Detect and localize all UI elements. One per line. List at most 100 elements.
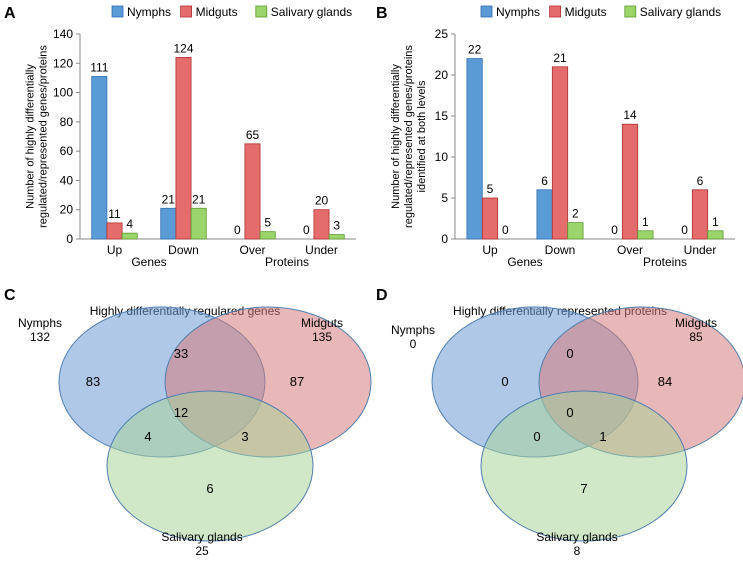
y-axis-label: Number of highly differentially — [25, 64, 37, 209]
category-label: Over — [617, 243, 643, 257]
venn-set-name: Midguts — [675, 316, 717, 330]
y-axis-label: Number of highly differentially — [390, 64, 402, 209]
bar-salivary-glands-up — [121, 232, 138, 240]
value-label: 0 — [234, 223, 241, 237]
venn-circle-salivary — [480, 390, 688, 542]
value-label: 22 — [468, 43, 482, 57]
y-tick-label: 0 — [441, 232, 448, 246]
venn-set-name: Salivary glands — [536, 530, 617, 544]
venn-region-all-three: 12 — [174, 405, 188, 420]
value-label: 111 — [90, 60, 109, 74]
value-label: 11 — [108, 207, 121, 221]
legend-label: Salivary glands — [271, 5, 352, 19]
legend-swatch — [255, 5, 268, 18]
category-label: Up — [482, 243, 498, 257]
y-tick-label: 80 — [60, 115, 74, 129]
value-label: 3 — [333, 219, 340, 233]
category-label: Down — [168, 243, 199, 257]
value-label: 6 — [697, 174, 704, 188]
category-label: Down — [545, 243, 576, 257]
venn-set-name: Nymphs — [391, 323, 435, 337]
venn-region-all-three: 0 — [566, 405, 573, 420]
venn-region-nymphs-midguts: 33 — [174, 346, 188, 361]
venn-region-nymphs-salivary: 4 — [144, 429, 151, 444]
venn-set-total: 25 — [195, 544, 209, 558]
bar-nymphs-up — [91, 76, 108, 240]
bar-salivary-glands-under — [328, 234, 345, 240]
venn-set-name: Salivary glands — [161, 530, 242, 544]
bar-chart-b: 0 5 10 15 20 25 22 5 0 Up 6 21 2 Down 0 14 1 Over 0 6 1 Under… — [390, 5, 735, 269]
y-axis-label: identified at both levels — [416, 80, 428, 192]
venn-set-name: Midguts — [301, 316, 343, 330]
value-label: 65 — [246, 128, 260, 142]
value-label: 21 — [192, 192, 206, 206]
category-label: Over — [239, 243, 265, 257]
venn-set-total: 135 — [312, 330, 332, 344]
group-label-proteins: Proteins — [265, 255, 309, 269]
bar-salivary-glands-down — [190, 207, 207, 240]
y-tick-label: 15 — [435, 109, 449, 123]
bar-midguts-up — [481, 197, 499, 240]
venn-region-nymphs-only: 83 — [86, 374, 100, 389]
bar-nymphs-down — [536, 189, 553, 240]
value-label: 1 — [642, 215, 649, 229]
y-tick-label: 20 — [435, 68, 449, 82]
legend-label: Nymphs — [127, 5, 171, 19]
venn-set-total: 8 — [574, 544, 581, 558]
category-label: Under — [684, 243, 717, 257]
venn-region-midguts-salivary: 3 — [241, 429, 248, 444]
value-label: 5 — [487, 182, 494, 196]
venn-region-nymphs-only: 0 — [501, 374, 508, 389]
value-label: 124 — [173, 41, 193, 55]
bar-midguts-down — [175, 57, 192, 240]
group-label-genes: Genes — [507, 255, 542, 269]
bar-nymphs-down — [160, 207, 177, 240]
venn-diagram-c: Highly differentially regulared genesNym… — [18, 304, 372, 558]
legend-swatch — [180, 5, 193, 18]
value-label: 21 — [553, 51, 567, 65]
legend-label: Midguts — [196, 5, 238, 19]
bar-chart-a: 020406080100120140111114Up2112421Down065… — [25, 5, 356, 269]
panel-label-a: A — [4, 5, 16, 22]
y-axis-label: regulated/represented genes/proteins — [38, 45, 50, 228]
y-tick-label: 100 — [53, 86, 73, 100]
venn-region-nymphs-salivary: 0 — [533, 429, 540, 444]
legend-swatch — [624, 5, 637, 18]
y-tick-label: 140 — [53, 27, 73, 41]
venn-region-nymphs-midguts: 0 — [566, 346, 573, 361]
legend-swatch — [480, 5, 493, 18]
venn-set-name: Nymphs — [18, 316, 62, 330]
bar-salivary-glands-under — [707, 230, 724, 240]
legend-swatch — [549, 5, 561, 18]
panel-label-c: C — [4, 287, 16, 304]
y-tick-label: 10 — [435, 150, 449, 164]
bar-salivary-glands-over — [259, 231, 276, 240]
value-label: 0 — [681, 223, 688, 237]
bar-salivary-glands-down — [567, 222, 584, 240]
venn-region-midguts-salivary: 1 — [599, 429, 606, 444]
value-label: 4 — [126, 217, 133, 231]
value-label: 14 — [623, 108, 637, 122]
panel-label-d: D — [376, 287, 388, 304]
category-label: Up — [107, 243, 123, 257]
panel-label-b: B — [376, 5, 388, 22]
y-tick-label: 20 — [60, 203, 74, 217]
y-tick-label: 0 — [66, 232, 73, 246]
y-tick-label: 25 — [435, 27, 449, 41]
y-tick-label: 40 — [60, 173, 74, 187]
bar-nymphs-up — [466, 58, 483, 240]
venn-diagram-d: Highly differentially represented protei… — [391, 304, 743, 558]
venn-set-total: 85 — [689, 330, 703, 344]
category-label: Under — [305, 243, 338, 257]
bar-salivary-glands-over — [637, 230, 654, 240]
legend-label: Midguts — [565, 5, 607, 19]
venn-circle-salivary — [106, 390, 314, 542]
venn-region-midguts-only: 84 — [658, 374, 672, 389]
group-label-proteins: Proteins — [643, 255, 687, 269]
value-label: 2 — [572, 207, 579, 221]
value-label: 6 — [541, 174, 548, 188]
value-label: 0 — [502, 223, 509, 237]
venn-region-salivary-only: 7 — [580, 481, 587, 496]
value-label: 0 — [303, 223, 310, 237]
